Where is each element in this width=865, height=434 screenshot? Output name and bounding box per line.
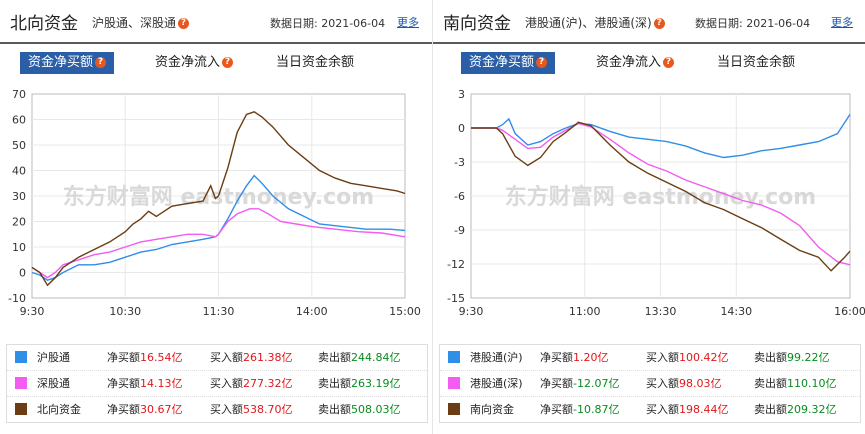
x-tick-label: 10:30 [109,305,141,318]
legend-buy: 买入额261.38亿 [210,351,293,364]
legend-sell: 卖出额263.19亿 [318,377,401,390]
x-tick-label: 15:00 [389,305,421,318]
legend-net: 净买额-10.87亿 [540,403,620,416]
north-tabs: 资金净买额? 资金净流入? 当日资金余额 [0,52,432,74]
legend-row: 港股通(深) 净买额-12.07亿 买入额98.03亿 卖出额110.10亿 [440,371,860,397]
tab-net-inflow[interactable]: 资金净流入? [596,52,675,74]
legend-row: 港股通(沪) 净买额1.20亿 买入额100.42亿 卖出额99.22亿 [440,345,860,371]
y-tick-label: 50 [12,139,26,152]
legend-name: 北向资金 [37,403,81,416]
south-subtitle: 港股通(沪)、港股通(深)? [525,14,665,31]
y-tick-label: 0 [19,267,26,280]
south-more-link[interactable]: 更多 [831,16,853,29]
y-tick-label: 0 [458,122,465,135]
legend-swatch [15,351,27,363]
y-tick-label: 10 [12,241,26,254]
series-line [471,114,851,159]
tab-net-buy[interactable]: 资金净买额? [461,52,556,74]
north-panel: 北向资金 沪股通、深股通? 数据日期: 2021-06-04 更多 资金净买额?… [0,0,432,434]
x-tick-label: 16:00 [834,305,865,318]
x-tick-label: 9:30 [20,305,45,318]
legend-net: 净买额30.67亿 [107,403,183,416]
x-tick-label: 13:30 [645,305,677,318]
legend-name: 深股通 [37,377,70,390]
y-tick-label: -9 [454,224,465,237]
legend-name: 沪股通 [37,351,70,364]
tab-daily-balance[interactable]: 当日资金余额 [276,55,355,70]
legend-name: 港股通(深) [470,377,523,390]
x-tick-label: 14:00 [296,305,328,318]
legend-row: 深股通 净买额14.13亿 买入额277.32亿 卖出额263.19亿 [7,371,427,397]
help-icon[interactable]: ? [222,57,234,68]
y-tick-label: 40 [12,165,26,178]
x-tick-label: 14:30 [720,305,752,318]
y-tick-label: -3 [454,156,465,169]
x-tick-label: 9:30 [459,305,484,318]
x-tick-label: 11:00 [569,305,601,318]
legend-buy: 买入额198.44亿 [646,403,729,416]
y-tick-label: 60 [12,114,26,127]
legend-net: 净买额-12.07亿 [540,377,620,390]
north-subtitle: 沪股通、深股通? [92,14,190,31]
series-line [471,121,851,272]
north-title: 北向资金 [10,14,78,34]
panel-divider [432,0,433,434]
help-icon[interactable]: ? [653,18,665,29]
x-tick-label: 11:30 [203,305,235,318]
legend-swatch [448,403,460,415]
legend-row: 沪股通 净买额16.54亿 买入额261.38亿 卖出额244.84亿 [7,345,427,371]
legend-row: 南向资金 净买额-10.87亿 买入额198.44亿 卖出额209.32亿 [440,397,860,422]
tab-net-buy[interactable]: 资金净买额? [20,52,115,74]
y-tick-label: -6 [454,190,465,203]
help-icon[interactable]: ? [536,57,548,68]
series-line [471,122,851,266]
watermark: 东方财富网 eastmoney.com [505,184,816,210]
y-tick-label: 20 [12,216,26,229]
legend-swatch [448,377,460,389]
south-legend: 港股通(沪) 净买额1.20亿 买入额100.42亿 卖出额99.22亿港股通(深) 净… [439,344,861,423]
help-icon[interactable]: ? [95,57,107,68]
south-panel: 南向资金 港股通(沪)、港股通(深)? 数据日期: 2021-06-04 更多 … [433,0,865,434]
help-icon[interactable]: ? [663,57,675,68]
south-tabs: 资金净买额? 资金净流入? 当日资金余额 [433,52,865,74]
north-more-link[interactable]: 更多 [397,16,419,29]
north-legend: 沪股通 净买额16.54亿 买入额261.38亿 卖出额244.84亿深股通 净买额14… [6,344,428,423]
south-header: 南向资金 港股通(沪)、港股通(深)? 数据日期: 2021-06-04 更多 [433,0,865,44]
legend-sell: 卖出额99.22亿 [754,351,830,364]
legend-buy: 买入额100.42亿 [646,351,729,364]
legend-sell: 卖出额508.03亿 [318,403,401,416]
legend-net: 净买额16.54亿 [107,351,183,364]
legend-swatch [15,403,27,415]
series-line [31,111,406,287]
legend-buy: 买入额98.03亿 [646,377,722,390]
south-date: 数据日期: 2021-06-04 [695,17,811,30]
y-tick-label: -10 [8,292,26,305]
legend-row: 北向资金 净买额30.67亿 买入额538.70亿 卖出额508.03亿 [7,397,427,422]
watermark: 东方财富网 eastmoney.com [63,184,374,210]
legend-buy: 买入额277.32亿 [210,377,293,390]
y-tick-label: -15 [447,292,465,305]
help-icon[interactable]: ? [178,18,190,29]
y-tick-label: 3 [458,88,465,101]
tab-net-inflow[interactable]: 资金净流入? [155,52,234,74]
north-header: 北向资金 沪股通、深股通? 数据日期: 2021-06-04 更多 [0,0,432,44]
legend-sell: 卖出额244.84亿 [318,351,401,364]
legend-sell: 卖出额110.10亿 [754,377,837,390]
legend-net: 净买额1.20亿 [540,351,609,364]
tab-daily-balance[interactable]: 当日资金余额 [717,55,796,70]
legend-name: 港股通(沪) [470,351,523,364]
north-chart: 70 60 50 40 30 20 10 0 -109:30 10:30 11:30 14:00 15:… [8,88,421,318]
legend-swatch [15,377,27,389]
south-title: 南向资金 [443,14,511,34]
legend-net: 净买额14.13亿 [107,377,183,390]
y-tick-label: -12 [447,258,465,271]
legend-sell: 卖出额209.32亿 [754,403,837,416]
legend-buy: 买入额538.70亿 [210,403,293,416]
north-date: 数据日期: 2021-06-04 [270,17,386,30]
legend-swatch [448,351,460,363]
y-tick-label: 70 [12,88,26,101]
legend-name: 南向资金 [470,403,514,416]
south-chart: 3 0 -3 -6 -9 -12 -159:30 11:00 13:30 14:30 16:00 东方… [447,88,865,318]
y-tick-label: 30 [12,190,26,203]
